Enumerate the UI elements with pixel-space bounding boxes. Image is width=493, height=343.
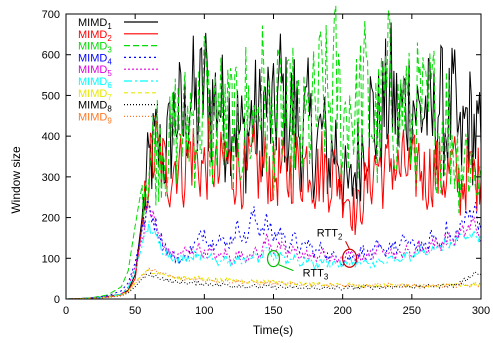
y-tick-label: 100 xyxy=(42,253,60,265)
y-tick-label: 500 xyxy=(42,90,60,102)
legend-label-mimd7: MIMD7 xyxy=(78,88,112,102)
series-line-mimd6 xyxy=(66,220,482,300)
rtt3-marker-circle xyxy=(266,250,281,268)
y-tick-label: 0 xyxy=(54,294,60,306)
x-tick-label: 300 xyxy=(472,305,490,317)
x-tick-label: 100 xyxy=(195,305,213,317)
series-line-mimd8 xyxy=(66,271,482,300)
rtt2-pointer xyxy=(345,241,351,250)
legend-label-mimd2: MIMD2 xyxy=(78,29,112,43)
annotations: RTT2 RTT3 xyxy=(266,227,358,282)
x-tick-label: 150 xyxy=(264,305,282,317)
y-tick-label: 200 xyxy=(42,213,60,225)
legend-label-mimd6: MIMD6 xyxy=(78,76,112,90)
y-tick-label: 300 xyxy=(42,172,60,184)
rtt2-label: RTT2 xyxy=(317,227,343,241)
rtt3-label: RTT3 xyxy=(303,268,329,282)
series-layer xyxy=(66,5,482,300)
legend-label-mimd3: MIMD3 xyxy=(78,41,112,55)
x-axis-label: Time(s) xyxy=(253,323,293,337)
legend-label-mimd8: MIMD8 xyxy=(78,100,112,114)
legend-label-mimd9: MIMD9 xyxy=(78,111,112,125)
legend-label-mimd4: MIMD4 xyxy=(78,52,112,66)
series-line-mimd3 xyxy=(66,5,482,300)
series-line-mimd7 xyxy=(66,269,482,300)
y-tick-label: 400 xyxy=(42,131,60,143)
axes-layer: 0 50 100 150 200 250 300 0 100 200 300 400 500 600 700 xyxy=(42,9,491,317)
y-tick-label: 700 xyxy=(42,9,60,21)
x-tick-label: 50 xyxy=(129,305,141,317)
series-line-mimd2 xyxy=(66,117,482,300)
y-axis-label: Window size xyxy=(9,146,23,214)
x-tick-label: 200 xyxy=(333,305,351,317)
legend-label-mimd1: MIMD1 xyxy=(78,17,112,31)
x-tick-label: 0 xyxy=(63,305,69,317)
legend-label-mimd5: MIMD5 xyxy=(78,64,112,78)
x-tick-label: 250 xyxy=(403,305,421,317)
rtt3-pointer xyxy=(278,264,294,272)
legend: MIMD1MIMD2MIMD3MIMD4MIMD5MIMD6MIMD7MIMD8… xyxy=(78,17,158,125)
y-tick-label: 600 xyxy=(42,50,60,62)
